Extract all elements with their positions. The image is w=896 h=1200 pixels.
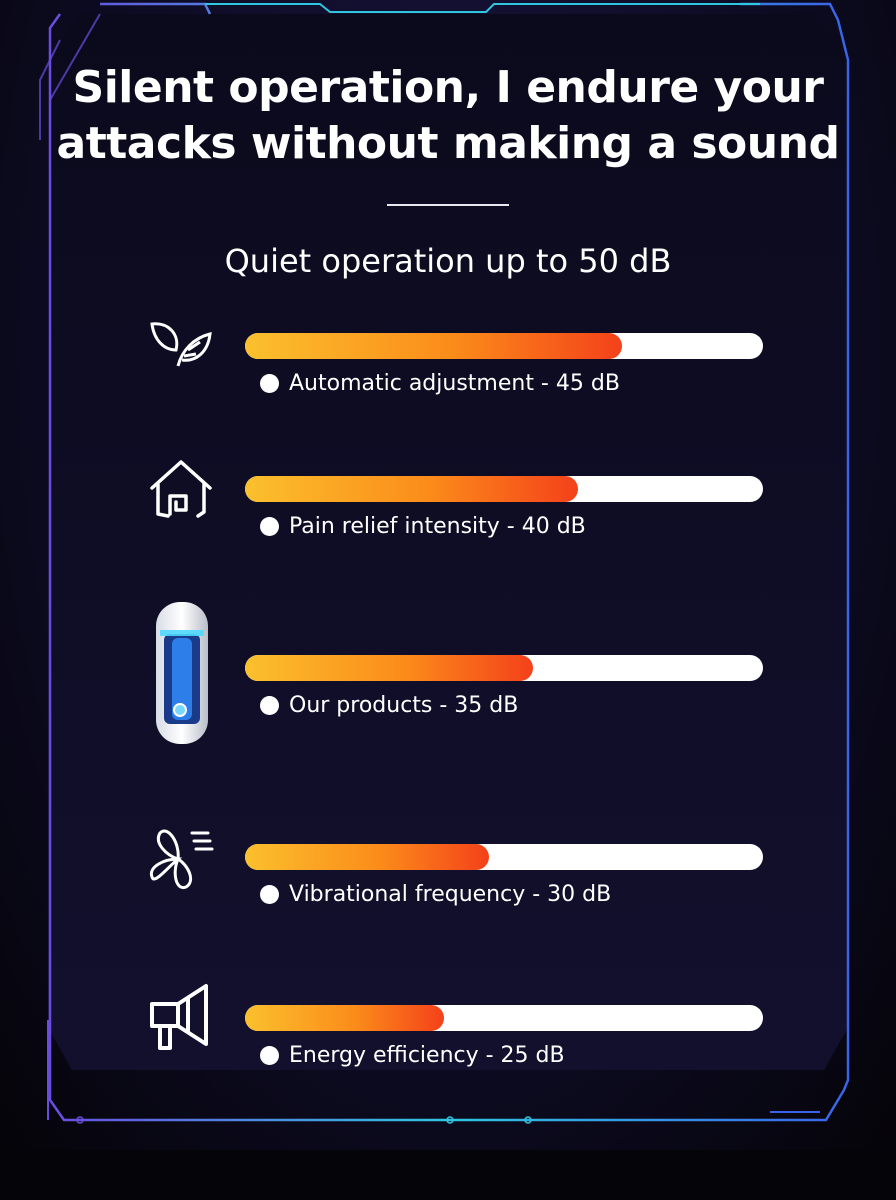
label-our-products: Our products - 35 dB xyxy=(260,693,518,718)
label-vibrational-frequency: Vibrational frequency - 30 dB xyxy=(260,882,611,907)
label-pain-relief-intensity: Pain relief intensity - 40 dB xyxy=(260,514,586,539)
bar-track-vibrational-frequency xyxy=(245,844,763,870)
fan-icon xyxy=(149,829,214,890)
label-text: Pain relief intensity - 40 dB xyxy=(289,514,586,539)
label-automatic-adjustment: Automatic adjustment - 45 dB xyxy=(260,371,620,396)
bar-our-products xyxy=(245,655,534,681)
divider xyxy=(387,204,509,206)
bar-track-automatic-adjustment xyxy=(245,333,763,359)
subtitle: Quiet operation up to 50 dB xyxy=(224,242,672,280)
bar-automatic-adjustment xyxy=(245,333,623,359)
bar-track-pain-relief-intensity xyxy=(245,476,763,502)
bullet-dot xyxy=(260,885,279,904)
bar-track-our-products xyxy=(245,655,763,681)
title-line-1: Silent operation, I endure your xyxy=(72,62,825,113)
title-line-2: attacks without making a sound xyxy=(56,118,840,169)
label-text: Our products - 35 dB xyxy=(289,693,519,718)
bullet-dot xyxy=(260,1046,279,1065)
content-panel xyxy=(48,14,848,1070)
bar-track-energy-efficiency xyxy=(245,1005,763,1031)
bullet-dot xyxy=(260,374,279,393)
bar-pain-relief-intensity xyxy=(245,476,578,502)
label-text: Energy efficiency - 25 dB xyxy=(289,1043,565,1068)
label-text: Automatic adjustment - 45 dB xyxy=(289,371,620,396)
label-energy-efficiency: Energy efficiency - 25 dB xyxy=(260,1043,565,1068)
bullet-dot xyxy=(260,696,279,715)
page-title: Silent operation, I endure your attacks … xyxy=(0,60,896,172)
label-text: Vibrational frequency - 30 dB xyxy=(289,882,612,907)
bar-energy-efficiency xyxy=(245,1005,445,1031)
bullet-dot xyxy=(260,517,279,536)
megaphone-icon xyxy=(150,984,208,1050)
house-icon xyxy=(150,460,212,518)
leaf-icon xyxy=(150,322,212,367)
product-image xyxy=(156,602,208,744)
bar-vibrational-frequency xyxy=(245,844,489,870)
